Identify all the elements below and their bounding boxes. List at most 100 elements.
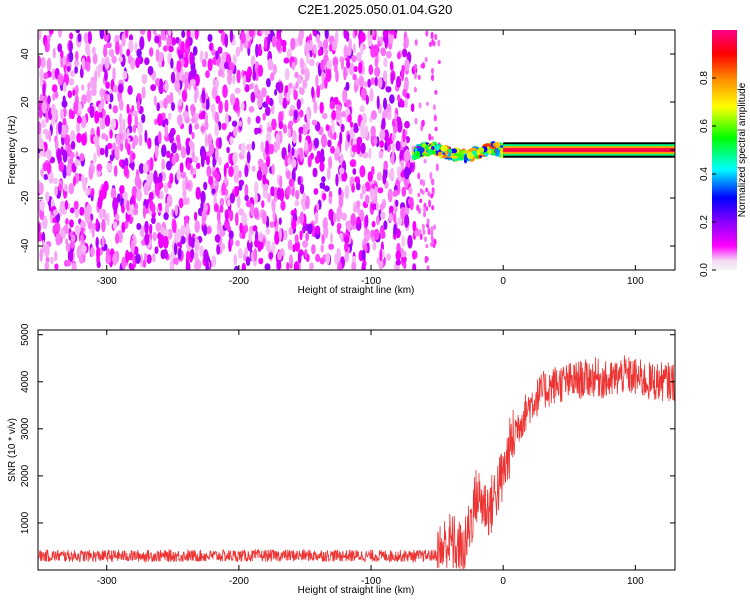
spectrogram-cell (99, 88, 105, 98)
spectrogram-cell (414, 71, 417, 80)
spectrogram-cell (215, 147, 219, 162)
spectrogram-cell (276, 259, 282, 270)
spectrogram-cell (287, 157, 292, 166)
spectrogram-cell (249, 203, 255, 217)
spectrogram-cell (373, 44, 379, 57)
spectrogram-cell (327, 139, 332, 148)
spectrogram-cell (221, 182, 227, 196)
spectrogram-cell (88, 166, 94, 180)
spectrogram-cell (276, 187, 281, 200)
spectrogram-cell (320, 59, 325, 72)
spectrogram-cell (112, 67, 116, 81)
spectrogram-cell (331, 40, 338, 51)
spectrogram-cell (359, 105, 365, 113)
spectrogram-cell (130, 240, 135, 254)
spectrogram-cell (98, 111, 103, 118)
spectrogram-cell (324, 77, 328, 89)
spectrogram-cell (68, 108, 73, 120)
spectrogram-cell (179, 162, 184, 173)
spectrogram-cell (345, 81, 350, 91)
spectrogram-cell (68, 41, 73, 52)
spectrogram-cell (278, 92, 284, 105)
spectrogram-cell (121, 222, 126, 233)
spectrogram-cell (186, 144, 191, 156)
spectrogram-cell (100, 97, 105, 109)
spectrogram-cell (75, 30, 81, 34)
colorbar-tick-label: 0.4 (699, 167, 710, 181)
spectrogram-cell (241, 142, 246, 156)
spectrogram-cell (246, 76, 251, 83)
spectrogram-cell (96, 261, 101, 269)
spectrogram-cell (291, 219, 297, 230)
spectrogram-cell (185, 223, 190, 235)
spectrogram-cell (54, 185, 58, 196)
spectrogram-cell (370, 110, 377, 120)
spectrogram-cell (182, 110, 189, 119)
spectrogram-cell (212, 156, 216, 168)
spectrogram-cell (44, 261, 49, 270)
spectrogram-cell (397, 217, 403, 226)
spectrogram-cell (373, 228, 380, 241)
spectrogram-cell (379, 129, 386, 141)
spectrogram-cell (341, 212, 347, 221)
spectrogram-cell (379, 140, 385, 149)
spectrogram-cell (365, 94, 369, 105)
spectrogram-cell (176, 169, 181, 181)
spectrogram-cell (400, 250, 407, 258)
spectrogram-cell (139, 30, 146, 35)
spectrogram-cell (313, 44, 317, 54)
spectrogram-cell (41, 100, 47, 114)
spectrogram-cell (221, 122, 227, 131)
spectrogram-cell (407, 234, 413, 249)
spectrogram-cell (259, 232, 263, 243)
spectrogram-cell (106, 142, 113, 150)
spectrogram-cell (222, 84, 228, 98)
spectrogram-cell (353, 205, 358, 213)
spectrogram-cell (170, 58, 174, 69)
spectrogram-cell (65, 259, 71, 267)
spectrogram-cell (133, 208, 139, 216)
spectrogram-cell (168, 45, 174, 53)
spectrogram-cell (425, 187, 429, 193)
snr-x-tick-label: -100 (361, 576, 381, 587)
spectrogram-cell (367, 78, 372, 88)
spectrogram-cell (55, 138, 59, 151)
spectrogram-cell (322, 217, 328, 231)
spectrogram-cell (351, 144, 358, 153)
spectrogram-cell (81, 243, 86, 253)
spectrogram-cell (206, 165, 212, 178)
spectrogram-cell (260, 163, 266, 171)
spectrogram-cell (191, 30, 195, 39)
spectrogram-cell (174, 79, 181, 92)
spectrogram-cell (333, 212, 337, 224)
spectrogram-cell (237, 248, 243, 259)
spectrogram-cell (353, 65, 358, 73)
spectrogram-cell (336, 209, 341, 223)
spectrogram-cell (424, 56, 428, 63)
spectrogram-cell (143, 182, 149, 196)
spectrogram-cell (262, 174, 267, 185)
spectrogram-cell (144, 57, 150, 66)
spectrogram-cell (139, 36, 145, 50)
spectrogram-cell (148, 191, 154, 201)
spectrogram-cell (131, 152, 136, 160)
spectrogram-cell (342, 89, 348, 104)
spectrogram-cell (120, 140, 124, 152)
spectrogram-cell (305, 195, 310, 210)
spectrogram-cell (129, 263, 135, 270)
spectrogram-cell (85, 42, 91, 56)
spectrogram-cell (95, 218, 99, 231)
spectrogram-cell (260, 141, 265, 153)
spectrogram-cell (389, 94, 395, 104)
spectrogram-cell (326, 68, 332, 83)
spectrogram-cell (264, 263, 271, 270)
spectrogram-cell (127, 137, 131, 144)
spectrogram-cell (185, 37, 190, 50)
spectrogram-cell (385, 50, 392, 59)
spectrogram-cell (180, 146, 187, 159)
spectrogram-cell (217, 69, 224, 77)
spectrogram-cell (278, 121, 284, 130)
spectrogram-cell (401, 235, 406, 247)
spectrogram-cell (125, 249, 130, 264)
spectrogram-cell (412, 263, 417, 270)
